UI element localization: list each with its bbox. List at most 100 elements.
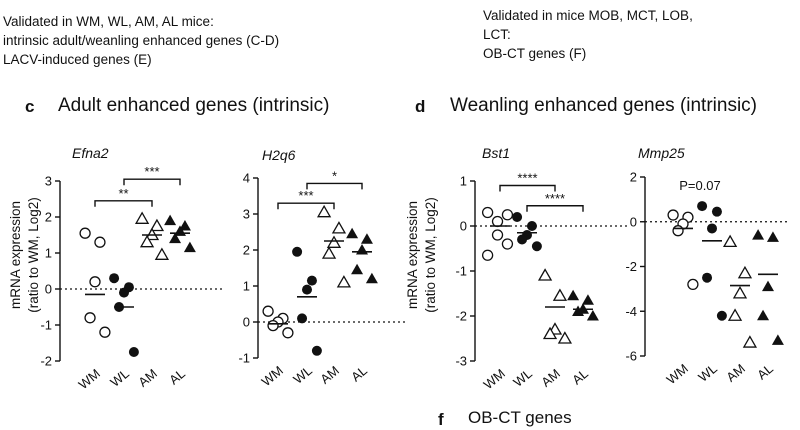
- significance-bracket: [94, 200, 153, 207]
- data-point: [356, 244, 368, 255]
- data-point: [557, 331, 573, 344]
- data-point: [771, 334, 784, 345]
- significance-bracket: [499, 184, 556, 192]
- significance-label: ***: [298, 188, 313, 203]
- data-point: [109, 273, 120, 284]
- y-tick-label: 1: [243, 279, 250, 294]
- significance-label: **: [118, 186, 128, 201]
- x-tick-label: WM: [259, 363, 286, 389]
- charts-canvas: mRNA expression (ratio to WM, Log2) mRNA…: [8, 145, 790, 392]
- data-point: [302, 284, 312, 295]
- data-point: [297, 313, 308, 324]
- data-point: [727, 308, 743, 321]
- data-point: [267, 319, 279, 332]
- p-value-annotation: P=0.07: [679, 178, 721, 193]
- data-point: [134, 211, 150, 224]
- ylabel-right-line1: mRNA expression: [405, 201, 420, 309]
- data-point: [702, 272, 713, 283]
- data-point: [531, 241, 542, 252]
- data-point: [517, 234, 528, 245]
- data-point: [360, 233, 373, 244]
- gene-title: H2q6: [262, 147, 296, 163]
- data-point: [697, 201, 708, 212]
- data-point: [282, 327, 294, 339]
- top-right-line-2: LCT:: [483, 27, 511, 42]
- x-tick-label: AM: [538, 366, 563, 390]
- data-point: [321, 246, 337, 259]
- y-tick-label: 2: [45, 210, 52, 225]
- data-point: [351, 263, 364, 275]
- data-point: [766, 231, 779, 242]
- data-point: [292, 246, 303, 257]
- gene-title: Bst1: [482, 145, 510, 161]
- panel-d-title: Weanling enhanced genes (intrinsic): [450, 95, 757, 116]
- data-point: [183, 241, 196, 253]
- x-tick-label: WL: [695, 361, 720, 385]
- y-tick-label: -3: [455, 354, 467, 369]
- y-tick-label: -1: [455, 264, 467, 279]
- x-tick-label: AL: [569, 366, 591, 388]
- panel-c-letter: c: [25, 97, 35, 116]
- data-point: [491, 229, 504, 241]
- data-point: [89, 276, 101, 288]
- data-point: [762, 280, 774, 292]
- data-point: [178, 220, 191, 231]
- x-tick-label: WL: [510, 366, 535, 390]
- data-point: [732, 286, 748, 299]
- y-tick-label: -2: [40, 354, 52, 369]
- data-point: [119, 287, 129, 298]
- x-tick-label: AL: [754, 361, 776, 383]
- x-tick-label: AM: [135, 366, 160, 390]
- x-tick-label: AL: [348, 363, 370, 385]
- x-tick-label: WM: [664, 361, 691, 387]
- data-point: [722, 234, 738, 248]
- data-point: [79, 227, 91, 239]
- x-tick-label: WL: [107, 366, 132, 390]
- data-point: [262, 305, 274, 317]
- data-point: [481, 206, 494, 219]
- data-point: [512, 212, 523, 222]
- data-point: [169, 232, 182, 244]
- data-point: [164, 214, 177, 226]
- data-point: [567, 289, 580, 301]
- plot-mmp25: Mmp25 -6 -4 -2 0 2 WM WL AM AL P=0.07: [625, 145, 790, 387]
- y-tick-label: -2: [625, 259, 637, 274]
- y-tick-label: 0: [460, 219, 467, 234]
- ylabel-right: mRNA expression (ratio to WM, Log2): [405, 197, 438, 313]
- y-tick-label: 3: [243, 207, 250, 222]
- data-point: [572, 305, 585, 316]
- gene-title: Mmp25: [638, 145, 685, 161]
- data-point: [711, 206, 722, 217]
- data-point: [501, 238, 514, 250]
- x-tick-label: WM: [76, 366, 103, 392]
- data-point: [491, 215, 504, 228]
- significance-bracket: [306, 182, 363, 190]
- data-point: [336, 275, 352, 288]
- x-tick-label: WM: [481, 366, 508, 392]
- y-tick-label: 1: [45, 246, 52, 261]
- data-point: [542, 326, 558, 340]
- data-point: [331, 221, 347, 234]
- y-tick-label: -4: [625, 304, 637, 319]
- y-tick-label: 0: [630, 214, 637, 229]
- data-point: [139, 234, 155, 248]
- significance-label: ***: [144, 164, 159, 179]
- y-tick-label: -2: [455, 309, 467, 324]
- data-point: [94, 236, 106, 248]
- y-tick-label: 2: [243, 243, 250, 258]
- x-tick-label: WL: [290, 363, 315, 387]
- panel-d-letter: d: [415, 97, 426, 116]
- data-point: [586, 310, 599, 321]
- significance-bracket: [526, 205, 584, 212]
- data-point: [84, 312, 96, 324]
- top-left-line-3: LACV-induced genes (E): [3, 52, 152, 67]
- data-point: [552, 288, 568, 301]
- y-tick-label: -1: [238, 351, 250, 366]
- data-point: [99, 326, 111, 338]
- data-point: [537, 268, 553, 281]
- significance-bracket: [123, 178, 181, 186]
- y-tick-label: -6: [625, 349, 637, 364]
- x-tick-label: AL: [166, 366, 188, 388]
